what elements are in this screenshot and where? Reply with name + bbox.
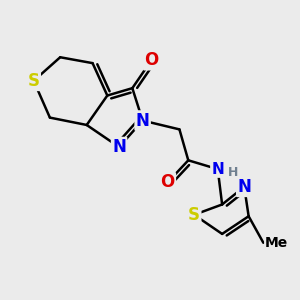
Text: S: S (28, 72, 40, 90)
Text: N: N (112, 138, 126, 156)
Text: N: N (136, 112, 150, 130)
Text: O: O (144, 51, 159, 69)
Text: N: N (237, 178, 251, 196)
Text: H: H (228, 166, 238, 178)
Text: N: N (211, 162, 224, 177)
Text: S: S (188, 206, 200, 224)
Text: Me: Me (265, 236, 288, 250)
Text: O: O (160, 173, 175, 191)
